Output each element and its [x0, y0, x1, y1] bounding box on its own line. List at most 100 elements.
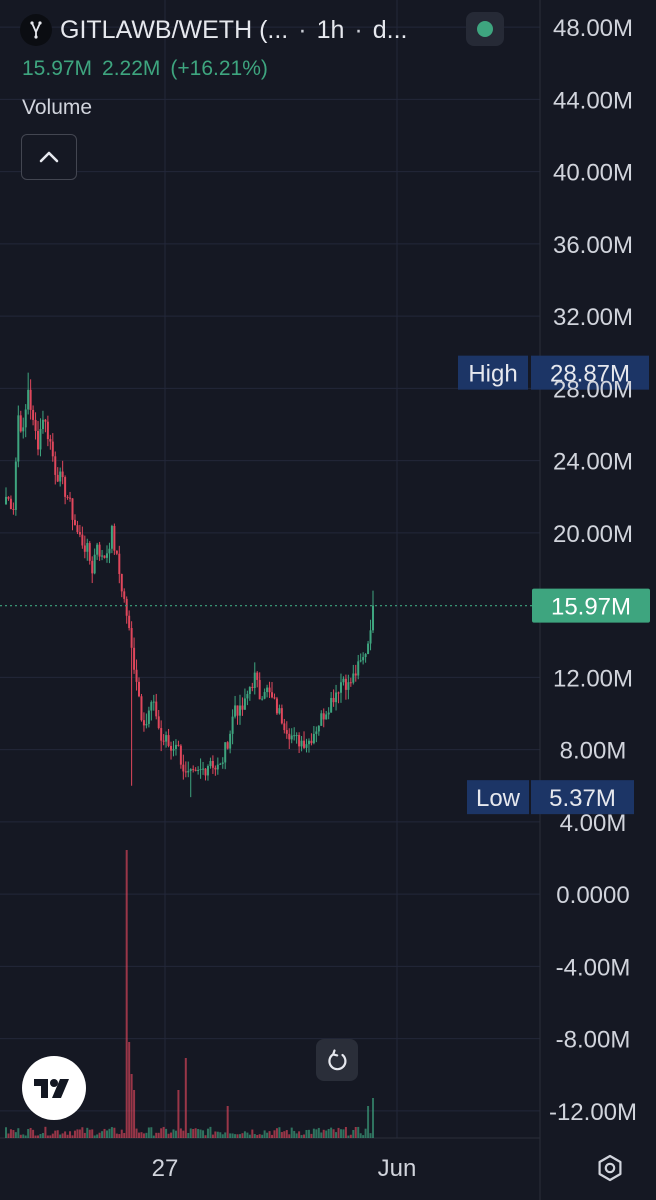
high-value: 28.87M: [550, 361, 630, 388]
x-tick-label: Jun: [378, 1155, 417, 1182]
volume-bar: [211, 1134, 214, 1138]
candle-body: [236, 705, 239, 716]
last-price-value: 15.97M: [551, 594, 631, 621]
candle-body: [367, 643, 370, 655]
candle-body: [261, 698, 264, 700]
candle-body: [231, 716, 234, 734]
candle-body: [285, 730, 288, 734]
title-separator: ·: [298, 15, 307, 44]
candle-body: [147, 710, 150, 724]
volume-bar: [5, 1127, 7, 1138]
candle-body: [327, 712, 330, 715]
chart-settings-button[interactable]: [592, 1150, 628, 1186]
candle-body: [5, 496, 7, 505]
volume-bar: [367, 1106, 370, 1138]
volume-bar: [155, 1132, 158, 1138]
volume-bar: [238, 1134, 241, 1138]
volume-bar: [327, 1128, 330, 1138]
candle-body: [307, 740, 310, 745]
volume-bar: [359, 1133, 362, 1138]
chevron-up-icon: [39, 151, 59, 163]
reset-chart-button[interactable]: [316, 1039, 358, 1081]
volume-bar: [128, 1042, 131, 1138]
tradingview-logo-icon[interactable]: [22, 1056, 86, 1120]
gitlawb-logo-icon: [20, 14, 52, 46]
volume-bar: [123, 1132, 126, 1138]
volume-bar: [234, 1134, 237, 1138]
volume-bar: [256, 1134, 259, 1138]
candle-body: [204, 768, 207, 776]
candle-body: [103, 555, 106, 558]
volume-bar: [138, 1132, 141, 1138]
volume-bar: [229, 1133, 232, 1138]
volume-bar: [78, 1129, 81, 1138]
volume-bar: [152, 1135, 155, 1138]
candle-body: [352, 673, 355, 683]
y-tick-label: -8.00M: [556, 1027, 631, 1054]
volume-bar: [27, 1129, 30, 1138]
volume-indicator-label[interactable]: Volume: [22, 96, 93, 119]
volume-bar: [216, 1131, 219, 1138]
volume-bar: [224, 1132, 227, 1138]
candle-body: [317, 725, 320, 732]
ohlc-values: 15.97M 2.22M (+16.21%): [22, 57, 278, 81]
candle-body: [339, 682, 342, 693]
volume-bar: [253, 1134, 256, 1138]
volume-bar: [73, 1130, 76, 1138]
collapse-legend-button[interactable]: [21, 134, 77, 180]
volume-bar: [320, 1132, 323, 1138]
candle-body: [125, 598, 128, 616]
candle-body: [56, 474, 59, 482]
candle-body: [59, 471, 62, 482]
volume-bar: [194, 1128, 197, 1138]
volume-bar: [7, 1133, 10, 1138]
candle-body: [357, 661, 360, 676]
volume-bar: [24, 1135, 27, 1138]
candle-body: [266, 687, 269, 693]
candle-body: [246, 694, 249, 699]
candle-body: [142, 720, 145, 726]
volume-bar: [61, 1133, 64, 1138]
candle-body: [34, 419, 37, 431]
volume-bar: [219, 1132, 222, 1138]
volume-bar: [162, 1126, 165, 1138]
symbol-title[interactable]: GITLAWB/WETH (... · 1h · d...: [60, 16, 407, 45]
candle-body: [330, 697, 333, 713]
volume-bar: [310, 1133, 313, 1138]
volume-bar: [339, 1129, 342, 1138]
volume-bar: [288, 1134, 291, 1138]
volume-bar: [96, 1134, 99, 1138]
y-tick-label: 40.00M: [553, 160, 633, 187]
candle-body: [253, 672, 256, 688]
candle-body: [27, 389, 30, 410]
volume-bar: [266, 1132, 269, 1138]
volume-bar: [157, 1132, 160, 1138]
volume-bar: [204, 1135, 207, 1138]
candle-body: [337, 692, 340, 694]
volume-bar: [231, 1133, 234, 1138]
y-tick-label: 0.0000: [556, 882, 629, 909]
volume-bar: [51, 1133, 54, 1138]
volume-bar: [120, 1129, 123, 1138]
reset-icon: [328, 1049, 347, 1071]
market-status-indicator[interactable]: [466, 12, 504, 46]
candle-body: [268, 687, 271, 693]
volume-bar: [83, 1132, 86, 1138]
volume-bar: [86, 1127, 89, 1138]
candle-body: [182, 764, 185, 772]
volume-bar: [214, 1131, 217, 1138]
candle-body: [113, 525, 116, 551]
candle-body: [275, 698, 278, 714]
candle-body: [49, 439, 52, 442]
volume-bar: [9, 1129, 12, 1138]
candle-body: [61, 471, 64, 478]
candle-body: [96, 544, 99, 555]
chart-overlays: 15.97M High 28.87M Low 5.37M: [0, 355, 650, 815]
volume-bar: [352, 1129, 355, 1138]
candle-body: [192, 769, 195, 771]
candle-body: [359, 660, 362, 662]
candle-body: [290, 735, 293, 740]
candle-body: [347, 682, 350, 690]
candle-body: [37, 430, 40, 450]
